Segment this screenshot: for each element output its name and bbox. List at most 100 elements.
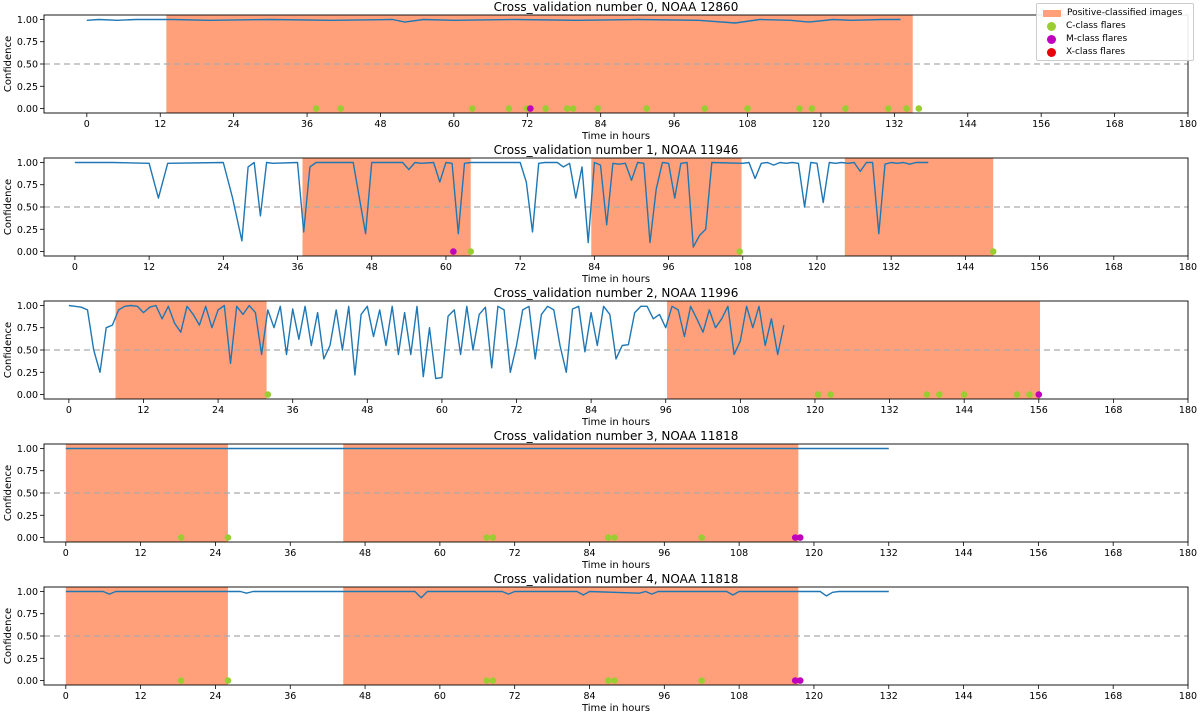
x-tick-label: 120 [805,548,823,559]
x-tick-label: 108 [730,548,748,559]
confidence-series-line [65,590,889,599]
positive-span [343,444,799,542]
c-flare-point [701,105,709,112]
x-tick-label: 12 [143,262,155,273]
confidence-series-line [68,304,785,380]
y-tick-label: 0.50 [17,203,38,214]
y-tick-label: 0.25 [17,511,38,522]
panel-title: Cross_validation number 4, NOAA 11818 [494,572,739,586]
panel-2: Cross_validation number 2, NOAA 11996 0.0… [3,286,1197,428]
x-tick-label: 108 [730,691,748,702]
x-tick-label: 156 [1029,548,1047,559]
legend-dot-m-class [1047,34,1056,44]
x-tick-label: 24 [228,119,240,130]
legend-dot-c-class [1047,21,1056,31]
y-axis-label: Confidence [3,322,14,378]
legend-label-c-class: C-class flares [1066,21,1126,31]
c-flare-point [698,534,706,541]
legend: Positive-classified images C-class flare… [1036,3,1194,61]
c-flare-point [989,248,997,255]
y-axis-label: Confidence [3,179,14,235]
x-tick-label: 48 [359,691,371,702]
y-tick-label: 0.50 [17,346,38,357]
panel-title: Cross_validation number 2, NOAA 11996 [494,286,739,300]
c-flare-point [923,391,931,398]
c-flare-point [1026,391,1033,398]
c-flare-point [483,677,490,684]
x-tick-label: 132 [880,691,898,702]
c-flare-point [611,534,618,541]
x-tick-label: 168 [1104,405,1122,416]
x-tick-label: 36 [291,262,303,273]
y-tick-label: 0.75 [17,323,38,334]
c-flare-point [505,105,513,112]
m-flare-point [791,534,799,541]
x-tick-label: 168 [1106,119,1124,130]
y-tick-label: 0.75 [17,609,38,620]
y-tick-label: 1.00 [17,15,38,26]
x-tick-label: 96 [658,548,670,559]
c-flare-point [796,105,803,112]
x-tick-label: 48 [359,548,371,559]
x-tick-label: 132 [885,119,903,130]
y-tick-label: 0.75 [17,180,38,191]
y-tick-label: 0.50 [17,60,38,71]
x-axis-label: Time in hours [581,274,650,285]
x-tick-label: 72 [514,262,526,273]
y-tick-label: 1.00 [17,301,38,312]
x-tick-label: 180 [1179,691,1197,702]
c-flare-point [1013,391,1021,398]
c-flare-point [224,677,232,684]
y-tick-label: 0.00 [17,533,38,544]
c-flare-point [563,105,571,112]
x-tick-label: 36 [301,119,313,130]
x-tick-label: 168 [1104,691,1122,702]
panel-title: Cross_validation number 0, NOAA 12860 [494,0,739,14]
panel-title: Cross_validation number 1, NOAA 11946 [494,143,739,157]
x-tick-label: 120 [806,405,824,416]
c-flare-point [337,105,345,112]
x-tick-label: 36 [284,548,296,559]
x-tick-label: 156 [1031,262,1049,273]
y-tick-label: 0.00 [17,676,38,687]
c-flare-point [698,677,706,684]
panel-1: Cross_validation number 1, NOAA 11946 0.0… [3,143,1197,285]
c-flare-point [915,105,923,112]
c-flare-point [467,248,474,255]
confidence-series-line [74,161,929,248]
c-flare-point [611,677,618,684]
m-flare-point [527,105,534,112]
panel-4: Cross_validation number 4, NOAA 11818 0.0… [3,572,1197,714]
c-flare-point [808,105,816,112]
x-tick-label: 96 [663,262,675,273]
c-flare-point [936,391,943,398]
x-tick-label: 84 [583,691,595,702]
x-tick-label: 96 [660,405,672,416]
x-tick-label: 48 [366,262,378,273]
y-axis-label: Confidence [3,36,14,92]
x-tick-label: 0 [63,691,69,702]
x-tick-label: 12 [135,691,147,702]
m-flare-point [791,677,799,684]
x-tick-label: 132 [880,548,898,559]
x-tick-label: 120 [808,262,826,273]
x-tick-label: 84 [585,405,597,416]
c-flare-point [884,105,892,112]
c-flare-point [903,105,910,112]
x-tick-label: 12 [135,548,147,559]
m-flare-point [1035,391,1043,398]
x-tick-label: 144 [959,119,977,130]
legend-item-c-class: C-class flares [1043,20,1126,32]
x-tick-label: 180 [1179,405,1197,416]
x-tick-label: 60 [436,405,448,416]
positive-span [115,301,267,399]
x-tick-label: 144 [956,262,974,273]
x-tick-label: 72 [509,691,521,702]
x-tick-label: 108 [731,405,749,416]
c-flare-point [827,391,834,398]
legend-item-x-class: X-class flares [1043,46,1125,58]
x-tick-label: 12 [137,405,149,416]
c-flare-point [569,105,577,112]
x-tick-label: 60 [440,262,452,273]
